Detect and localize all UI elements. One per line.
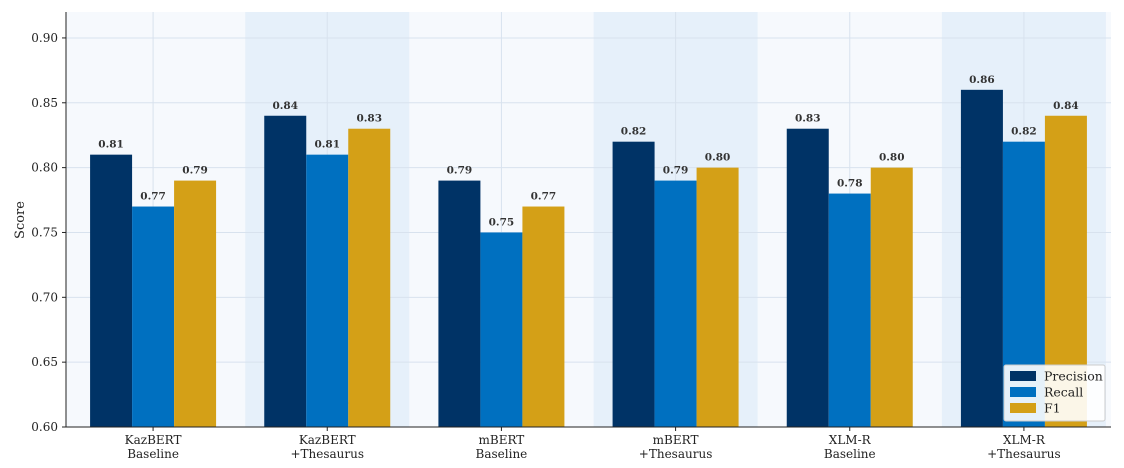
data-label: 0.79 xyxy=(447,165,473,177)
bar-precision xyxy=(786,128,829,427)
data-label: 0.75 xyxy=(489,216,515,228)
x-tick-label-line: KazBERT xyxy=(299,433,356,447)
legend-swatch xyxy=(1010,387,1036,397)
bar-precision xyxy=(612,141,655,427)
bar-precision xyxy=(264,115,307,427)
axes xyxy=(65,12,1111,428)
legend-swatch xyxy=(1010,403,1036,413)
x-tick-label-line: +Thesaurus xyxy=(290,447,364,461)
y-tick-label: 0.90 xyxy=(31,31,58,45)
data-label: 0.79 xyxy=(182,165,208,177)
y-tick-label: 0.80 xyxy=(31,161,58,175)
legend-label: Recall xyxy=(1044,385,1083,400)
bar-f1 xyxy=(174,180,217,427)
data-label: 0.80 xyxy=(705,152,731,164)
x-tick-label-line: Baseline xyxy=(824,447,876,461)
y-tick-label: 0.65 xyxy=(31,355,58,369)
data-label: 0.82 xyxy=(621,126,647,138)
y-tick-label: 0.75 xyxy=(31,225,58,239)
x-tick-label: XLM-R +Thesaurus xyxy=(987,433,1061,461)
legend-label: F1 xyxy=(1044,401,1061,416)
data-labels: 0.81 0.84 0.79 0.82 0.83 0.86 0.77 0.81 0.75 0.79… xyxy=(98,74,1078,229)
x-tick-label: mBERT +Thesaurus xyxy=(639,433,713,461)
bar-precision xyxy=(960,89,1003,427)
bar-f1 xyxy=(348,128,391,427)
data-label: 0.81 xyxy=(98,139,124,151)
data-label: 0.82 xyxy=(1011,126,1037,138)
y-tick-label: 0.85 xyxy=(31,96,58,110)
data-label: 0.81 xyxy=(314,139,340,151)
bar-recall xyxy=(480,232,523,427)
legend-label: Precision xyxy=(1044,369,1103,384)
y-tick-labels: 0.60 0.65 0.70 0.75 0.80 0.85 0.90 xyxy=(31,31,66,434)
data-label: 0.84 xyxy=(272,100,298,112)
x-tick-label-line: XLM-R xyxy=(829,433,872,447)
x-tick-label-line: XLM-R xyxy=(1003,433,1046,447)
bar-recall xyxy=(306,154,349,427)
x-tick-label-line: mBERT xyxy=(653,433,699,447)
legend-swatch xyxy=(1010,371,1036,381)
data-label: 0.86 xyxy=(969,74,995,86)
data-label: 0.78 xyxy=(837,178,863,190)
x-tick-label: XLM-R Baseline xyxy=(824,433,876,461)
data-label: 0.77 xyxy=(531,191,557,203)
data-label: 0.84 xyxy=(1053,100,1079,112)
x-tick-label-line: +Thesaurus xyxy=(639,447,713,461)
data-label: 0.79 xyxy=(663,165,689,177)
bar-f1 xyxy=(696,167,739,427)
plot-background xyxy=(66,12,1111,427)
x-tick-label: mBERT Baseline xyxy=(476,433,528,461)
bar-f1 xyxy=(870,167,913,427)
data-label: 0.83 xyxy=(795,113,821,125)
bar-recall xyxy=(828,193,871,427)
bar-precision xyxy=(90,154,133,427)
y-tick-label: 0.60 xyxy=(31,420,58,434)
data-label: 0.83 xyxy=(356,113,382,125)
bar-f1 xyxy=(522,206,565,427)
y-axis-title: Score xyxy=(13,201,28,239)
bars xyxy=(90,89,1087,427)
y-tick-label: 0.70 xyxy=(31,290,58,304)
x-tick-label: KazBERT Baseline xyxy=(125,433,182,461)
bar-recall xyxy=(132,206,175,427)
x-tick-label-line: Baseline xyxy=(476,447,528,461)
x-tick-label-line: Baseline xyxy=(127,447,179,461)
x-tick-label-line: KazBERT xyxy=(125,433,182,447)
data-label: 0.80 xyxy=(879,152,905,164)
bar-recall xyxy=(654,180,697,427)
x-tick-label-line: +Thesaurus xyxy=(987,447,1061,461)
bar-precision xyxy=(438,180,481,427)
data-label: 0.77 xyxy=(140,191,166,203)
x-tick-label-line: mBERT xyxy=(479,433,525,447)
x-tick-label: KazBERT +Thesaurus xyxy=(290,433,364,461)
